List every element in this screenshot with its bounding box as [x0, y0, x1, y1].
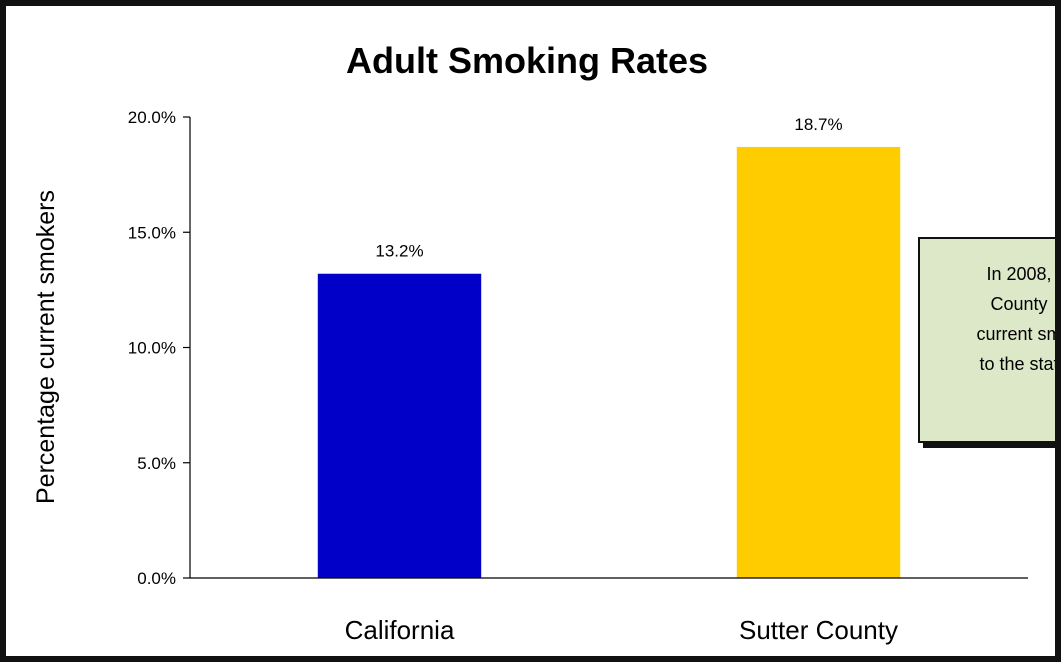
- category-labels: California Sutter County: [345, 615, 898, 645]
- x-category-label: California: [345, 615, 455, 645]
- x-category-label: Sutter County: [739, 615, 898, 645]
- y-tick-label: 5.0%: [137, 454, 176, 473]
- y-tick-label: 10.0%: [128, 339, 176, 358]
- callout-line: current sm: [976, 324, 1061, 344]
- bar-california: [317, 273, 482, 578]
- callout-line: In 2008,: [986, 264, 1052, 284]
- callout-line: to the stat: [979, 354, 1059, 374]
- data-label: 13.2%: [375, 242, 423, 261]
- y-axis-label: Percentage current smokers: [32, 190, 60, 504]
- bar-sutter-county: [736, 146, 901, 578]
- y-axis-ticks: 0.0% 5.0% 10.0% 15.0% 20.0%: [128, 108, 190, 588]
- chart-title: Adult Smoking Rates: [346, 40, 708, 81]
- annotation-callout: In 2008, County current sm to the stat: [918, 237, 1061, 443]
- data-labels: 13.2% 18.7%: [375, 115, 842, 261]
- bar-chart: Adult Smoking Rates Percentage current s…: [32, 40, 1028, 645]
- data-label: 18.7%: [794, 115, 842, 134]
- callout-line: County: [990, 294, 1048, 314]
- bars: [317, 146, 901, 578]
- y-tick-label: 20.0%: [128, 108, 176, 127]
- y-tick-label: 15.0%: [128, 223, 176, 242]
- y-tick-label: 0.0%: [137, 569, 176, 588]
